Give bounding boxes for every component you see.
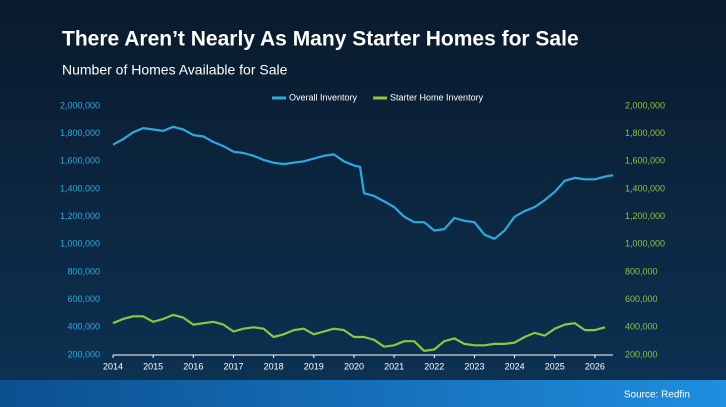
y-tick-label: 400,000 (67, 322, 100, 332)
y-tick-label: 2,000,000 (60, 100, 100, 110)
y2-tick-label: 1,400,000 (625, 183, 665, 193)
x-tick-label: 2018 (264, 361, 284, 371)
chart-subtitle: Number of Homes Available for Sale (62, 62, 288, 78)
series-line (112, 313, 606, 352)
x-tick-label: 2014 (103, 361, 123, 371)
x-tick-label: 2026 (585, 361, 605, 371)
x-tick-label: 2022 (424, 361, 444, 371)
y2-tick-label: 200,000 (625, 349, 658, 359)
y-tick-label: 1,600,000 (60, 156, 100, 166)
source: Source: Redfin (624, 390, 690, 401)
x-tick-label: 2024 (505, 361, 525, 371)
x-tick-label: 2019 (304, 361, 324, 371)
y2-tick-label: 2,000,000 (625, 100, 665, 110)
x-tick-label: 2023 (464, 361, 484, 371)
x-tick-label: 2017 (223, 361, 243, 371)
y2-tick-label: 800,000 (625, 266, 658, 276)
x-tick-label: 2025 (545, 361, 565, 371)
x-tick-label: 2016 (183, 361, 203, 371)
footer-band (0, 380, 726, 407)
y2-tick-label: 1,000,000 (625, 239, 665, 249)
y-tick-label: 200,000 (67, 349, 100, 359)
y2-tick-label: 400,000 (625, 322, 658, 332)
y2-tick-label: 1,200,000 (625, 211, 665, 221)
y-tick-label: 1,200,000 (60, 211, 100, 221)
chart-title: There Aren’t Nearly As Many Starter Home… (62, 28, 579, 51)
series-line (112, 125, 614, 240)
y-tick-label: 1,400,000 (60, 183, 100, 193)
legend-label: Overall Inventory (289, 92, 358, 102)
y-tick-label: 1,800,000 (60, 128, 100, 138)
x-tick-label: 2021 (384, 361, 404, 371)
y-tick-label: 800,000 (67, 266, 100, 276)
x-tick-label: 2015 (143, 361, 163, 371)
y-tick-label: 600,000 (67, 294, 100, 304)
y-tick-label: 1,000,000 (60, 239, 100, 249)
legend-label: Starter Home Inventory (390, 92, 484, 102)
y2-tick-label: 600,000 (625, 294, 658, 304)
y2-tick-label: 1,800,000 (625, 128, 665, 138)
x-tick-label: 2020 (344, 361, 364, 371)
y2-tick-label: 1,600,000 (625, 156, 665, 166)
